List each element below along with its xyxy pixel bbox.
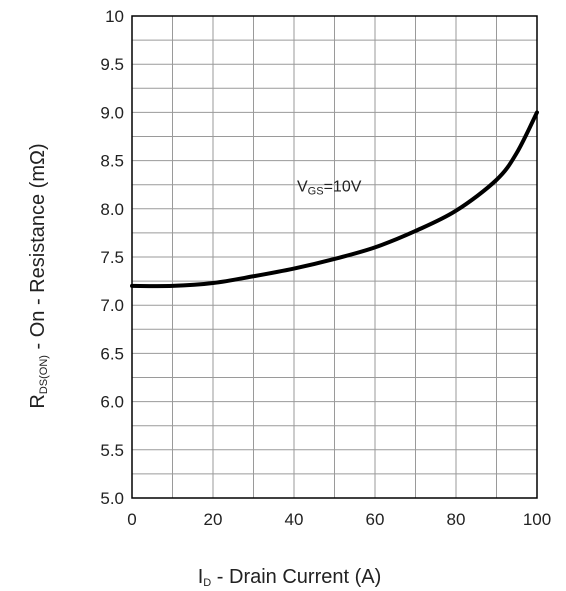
- y-tick-label: 6.0: [100, 393, 124, 412]
- tick-labels: 0 20 40 60 80 100 5.0 5.5 6.0 6.5 7.0 7.5 8.0 8.5 9.0 9…: [100, 7, 551, 529]
- y-tick-label: 8.5: [100, 152, 124, 171]
- y-tick-label: 9.0: [100, 103, 124, 122]
- y-tick-label: 5.0: [100, 489, 124, 508]
- annotation-vgs: VGS=10V: [297, 179, 362, 198]
- y-tick-label: 10: [105, 7, 124, 26]
- x-axis-title: ID - Drain Current (A): [198, 566, 382, 589]
- x-tick-label: 100: [523, 510, 551, 529]
- x-tick-label: 0: [127, 510, 136, 529]
- x-tick-label: 20: [204, 510, 223, 529]
- y-tick-label: 7.5: [100, 248, 124, 267]
- y-axis-title: RDS(ON) - On - Resistance (mΩ): [27, 143, 50, 408]
- x-tick-label: 60: [366, 510, 385, 529]
- x-tick-label: 80: [447, 510, 466, 529]
- y-tick-label: 7.0: [100, 296, 124, 315]
- plot-frame: [131, 15, 538, 499]
- y-tick-label: 8.0: [100, 200, 124, 219]
- y-tick-label: 9.5: [100, 55, 124, 74]
- series-line: [130, 110, 539, 289]
- y-tick-label: 6.5: [100, 344, 124, 363]
- x-tick-label: 40: [285, 510, 304, 529]
- y-tick-label: 5.5: [100, 441, 124, 460]
